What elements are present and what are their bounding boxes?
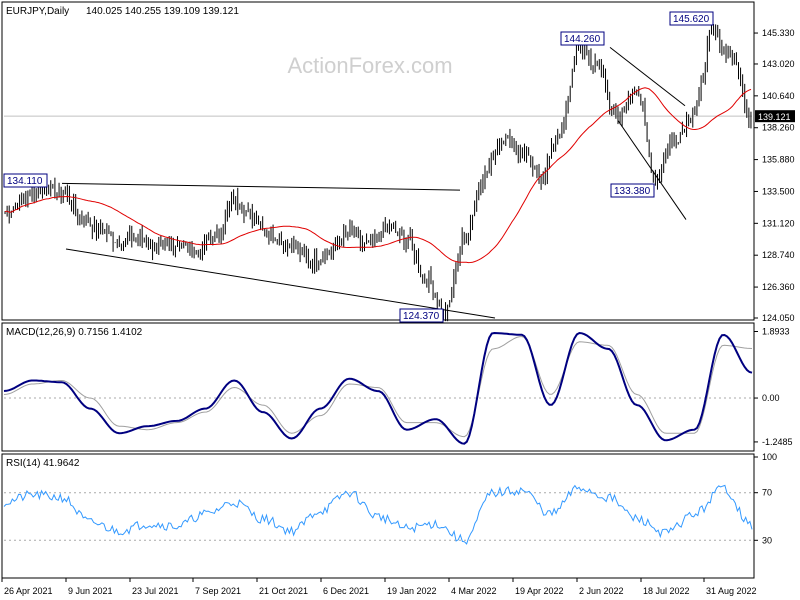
rsi-line	[3, 484, 753, 545]
price-axis: 145.330 143.020 140.640 138.260 135.880 133.5…	[754, 28, 795, 323]
macd-signal-line	[3, 335, 753, 438]
annotation-box	[399, 308, 444, 323]
current-price-tag	[755, 110, 795, 123]
annotation-label: 124.370	[403, 311, 440, 322]
price-panel-title: EURJPY,Daily	[6, 6, 69, 17]
annotation-box	[669, 11, 714, 26]
annotation-label: 133.380	[614, 186, 651, 197]
time-tick-label: 7 Sep 2021	[195, 586, 241, 596]
time-tick-label: 4 Mar 2022	[451, 586, 497, 596]
ohlc-readout: 140.025 140.255 139.109 139.121	[86, 6, 239, 17]
rsi-panel-frame[interactable]	[1, 453, 755, 579]
price-tick-label: 131.120	[762, 218, 795, 228]
price-tick-label: 143.020	[762, 59, 795, 69]
annotation-label: 145.620	[673, 14, 710, 25]
time-tick-label: 6 Dec 2021	[323, 586, 369, 596]
rsi-plot	[3, 484, 753, 545]
macd-tick-label: 0.00	[762, 393, 780, 403]
macd-tick-label: -1.2485	[762, 437, 793, 447]
annotation-box	[610, 183, 655, 198]
rsi-tick-label: 70	[762, 488, 772, 498]
macd-plot	[3, 331, 753, 445]
time-tick-label: 23 Jul 2021	[132, 586, 179, 596]
trend-line	[617, 120, 687, 220]
time-tick-label: 19 Jan 2022	[387, 586, 437, 596]
price-tick-label: 133.500	[762, 186, 795, 196]
macd-axis: 1.8933 0.00 -1.2485	[754, 327, 793, 447]
rsi-tick-label: 30	[762, 535, 772, 545]
rsi-panel-title: RSI(14) 41.9642	[6, 458, 80, 469]
price-tick-label: 138.260	[762, 123, 795, 133]
rsi-tick-label: 100	[762, 452, 777, 462]
time-tick-label: 2 Jun 2022	[579, 586, 624, 596]
macd-line	[3, 331, 753, 445]
time-tick-label: 18 Jul 2022	[643, 586, 690, 596]
macd-tick-label: 1.8933	[762, 327, 790, 337]
macd-panel-title: MACD(12,26,9) 0.7156 1.4102	[6, 327, 143, 338]
price-plot	[4, 23, 752, 323]
price-tick-label: 135.880	[762, 155, 795, 165]
annotation-box	[3, 173, 48, 188]
moving-average-line	[4, 87, 752, 264]
annotation-label: 144.260	[564, 34, 601, 45]
price-tick-label: 124.050	[762, 313, 795, 323]
time-tick-label: 9 Jun 2021	[68, 586, 113, 596]
current-price-label: 139.121	[758, 112, 791, 122]
annotation-box	[560, 31, 605, 46]
time-tick-label: 31 Aug 2022	[706, 586, 757, 596]
macd-panel-frame[interactable]	[1, 322, 755, 452]
time-tick-label: 19 Apr 2022	[515, 586, 564, 596]
time-axis: 26 Apr 2021 9 Jun 2021 23 Jul 2021 7 Sep 20…	[1, 578, 757, 596]
trend-line	[61, 182, 461, 191]
price-tick-label: 126.360	[762, 282, 795, 292]
rsi-axis: 100 70 30	[754, 452, 777, 545]
time-tick-label: 26 Apr 2021	[4, 586, 53, 596]
trend-line	[65, 248, 496, 319]
watermark: ActionForex.com	[287, 53, 452, 78]
price-tick-label: 128.740	[762, 250, 795, 260]
trend-line	[609, 46, 686, 107]
annotation-label: 134.110	[7, 176, 43, 187]
price-tick-label: 140.640	[762, 91, 795, 101]
price-tick-label: 145.330	[762, 28, 795, 38]
price-panel-frame[interactable]	[1, 1, 755, 321]
price-annotations: 134.110 124.370 144.260 133.380 145.620	[3, 11, 714, 323]
time-tick-label: 21 Oct 2021	[259, 586, 308, 596]
